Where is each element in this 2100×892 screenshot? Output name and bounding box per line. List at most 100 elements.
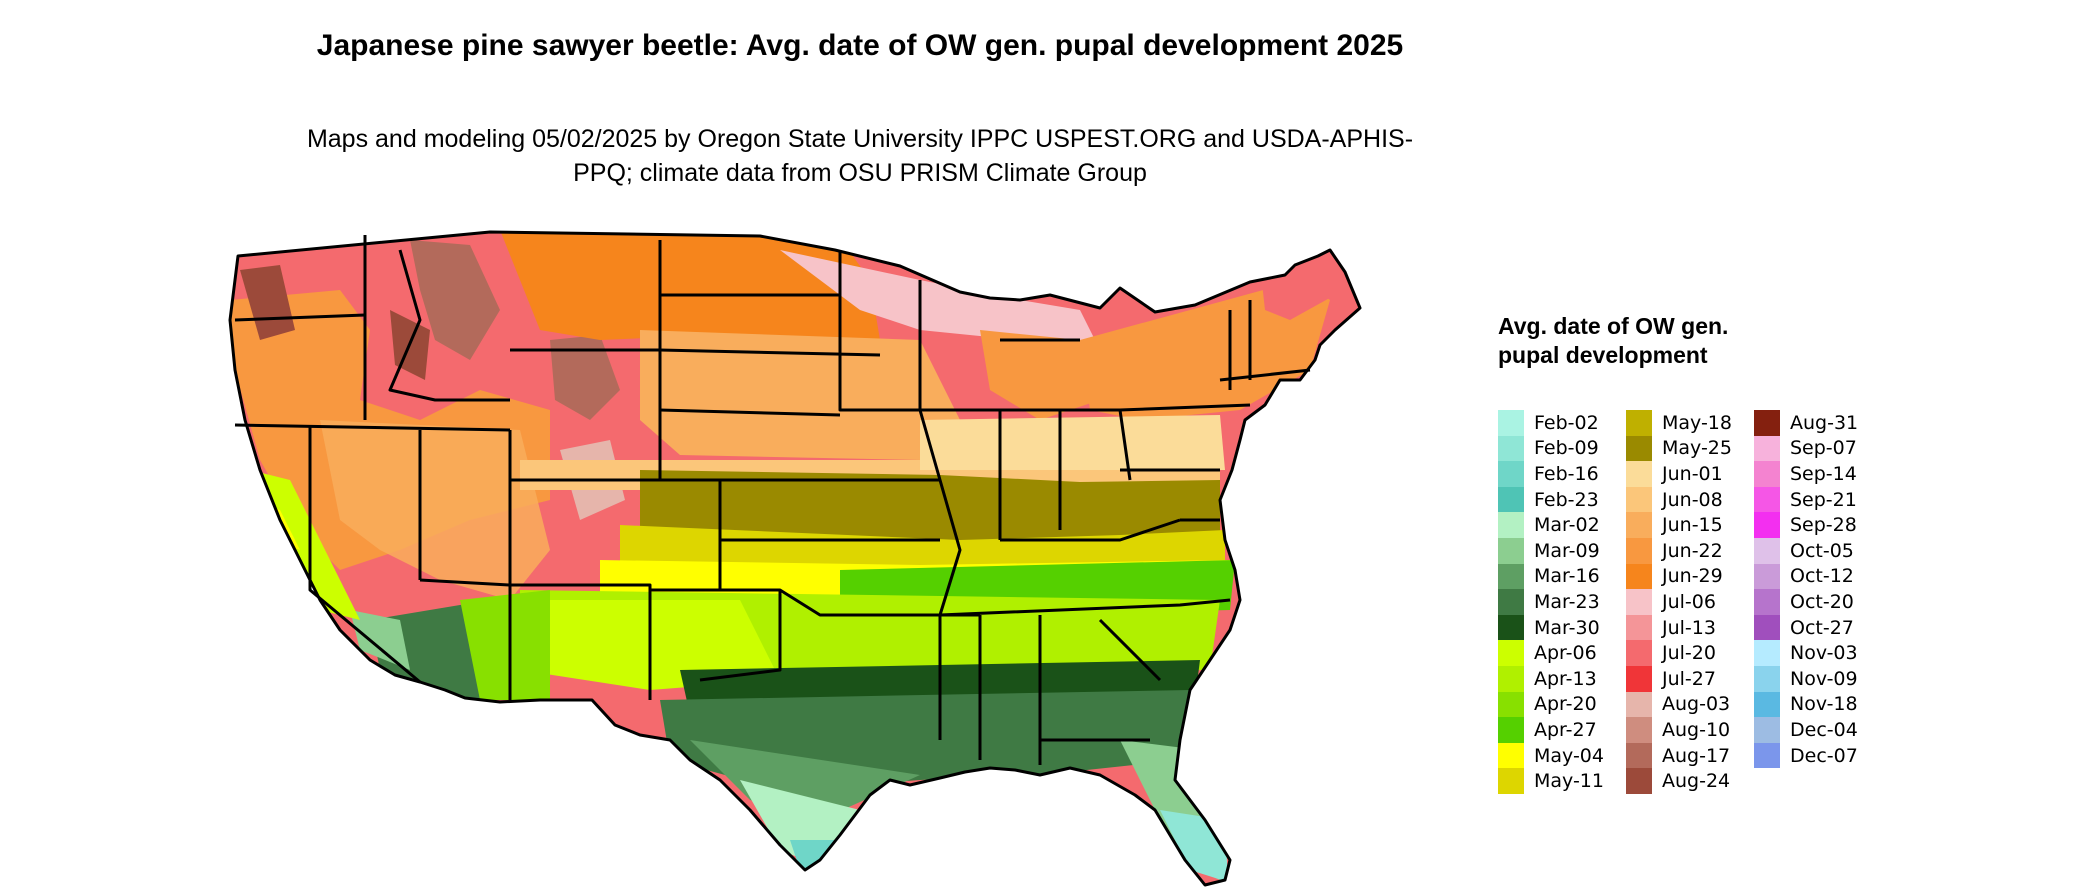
legend-label: Jul-27 — [1662, 667, 1716, 690]
legend-item: Jun-29 — [1626, 563, 1752, 590]
legend-label: Feb-02 — [1534, 411, 1599, 434]
legend-item: Nov-18 — [1754, 691, 1880, 718]
legend-swatch — [1498, 461, 1524, 487]
legend-column-1: Feb-02 Feb-09 Feb-16 Feb-23 Mar-02 Mar-09 Mar-… — [1498, 410, 1624, 794]
legend-item: Apr-20 — [1498, 691, 1624, 718]
legend-label: Feb-23 — [1534, 488, 1599, 511]
legend-swatch — [1754, 486, 1780, 513]
zone-high-peaks-5 — [240, 265, 295, 340]
legend-swatch — [1626, 665, 1652, 692]
legend-item: Feb-09 — [1498, 435, 1624, 462]
zone-northeast — [1080, 280, 1330, 420]
zone-midwest-band — [640, 470, 1220, 550]
legend-swatch — [1626, 410, 1652, 436]
legend-item: Sep-07 — [1754, 435, 1880, 462]
zone-new-mexico-lime — [460, 590, 550, 700]
legend-swatch — [1626, 461, 1652, 487]
legend-label: Jun-15 — [1662, 514, 1723, 537]
legend-swatch — [1754, 665, 1780, 692]
legend-swatch — [1626, 614, 1652, 641]
map-legend: Avg. date of OW gen. pupal development F… — [1498, 312, 2088, 794]
legend-label: Oct-27 — [1790, 616, 1854, 639]
legend-item: Oct-27 — [1754, 614, 1880, 641]
legend-item: May-25 — [1626, 435, 1752, 462]
legend-label: Jun-22 — [1662, 539, 1723, 562]
map-subtitle: Maps and modeling 05/02/2025 by Oregon S… — [306, 125, 1414, 187]
legend-swatch — [1498, 717, 1524, 743]
legend-label: Oct-12 — [1790, 565, 1854, 588]
legend-swatch — [1754, 563, 1780, 590]
legend-label: May-04 — [1534, 744, 1604, 767]
legend-item: Dec-04 — [1754, 717, 1880, 743]
legend-item: Apr-06 — [1498, 640, 1624, 666]
legend-title: Avg. date of OW gen. pupal development — [1498, 313, 1729, 368]
legend-item: Aug-31 — [1754, 410, 1880, 436]
legend-label: Sep-07 — [1790, 437, 1857, 460]
legend-label: Apr-20 — [1534, 693, 1597, 716]
legend-swatch — [1754, 410, 1780, 436]
legend-swatch — [1626, 717, 1652, 743]
legend-swatch — [1754, 691, 1780, 718]
legend-item: Feb-02 — [1498, 410, 1624, 436]
legend-item: Oct-20 — [1754, 589, 1880, 615]
legend-label: Jul-06 — [1662, 590, 1716, 613]
legend-column-3: Aug-31 Sep-07 Sep-14 Sep-21 Sep-28 Oct-05 Oct-… — [1754, 410, 1880, 769]
legend-swatch — [1498, 537, 1524, 564]
zone-great-basin — [320, 420, 550, 600]
legend-swatch — [1498, 563, 1524, 590]
legend-item: Mar-23 — [1498, 589, 1624, 615]
legend-label: Nov-09 — [1790, 667, 1858, 690]
legend-label: Apr-27 — [1534, 718, 1597, 741]
legend-item: Apr-13 — [1498, 665, 1624, 692]
zone-high-peaks-1 — [410, 240, 500, 360]
legend-label: Jul-13 — [1662, 616, 1716, 639]
us-outline — [228, 230, 1362, 887]
legend-label: Mar-23 — [1534, 590, 1600, 613]
zone-north-plains — [500, 232, 880, 340]
legend-item: Sep-21 — [1754, 486, 1880, 513]
legend-swatch — [1498, 512, 1524, 538]
legend-swatch — [1626, 537, 1652, 564]
zone-california-valley — [250, 470, 360, 620]
us-phenology-map — [228, 230, 1362, 887]
legend-label: May-25 — [1662, 437, 1732, 460]
legend-swatch — [1754, 742, 1780, 769]
legend-item: Aug-10 — [1626, 717, 1752, 743]
legend-swatch — [1626, 435, 1652, 462]
legend-label: Aug-03 — [1662, 693, 1731, 716]
legend-item: Dec-07 — [1754, 742, 1880, 769]
legend-swatch — [1626, 640, 1652, 666]
legend-label: Aug-31 — [1790, 411, 1859, 434]
legend-swatch — [1626, 589, 1652, 615]
legend-swatch — [1626, 486, 1652, 513]
legend-item: Feb-23 — [1498, 486, 1624, 513]
legend-swatch — [1626, 512, 1652, 538]
legend-swatch — [1754, 537, 1780, 564]
legend-label: Sep-21 — [1790, 488, 1857, 511]
legend-item: Aug-03 — [1626, 691, 1752, 718]
legend-label: Oct-20 — [1790, 590, 1854, 613]
legend-item: Jul-13 — [1626, 614, 1752, 641]
legend-swatch — [1754, 512, 1780, 538]
legend-label: Jun-29 — [1662, 565, 1723, 588]
legend-swatch — [1498, 665, 1524, 692]
legend-label: Feb-16 — [1534, 462, 1599, 485]
legend-swatch — [1498, 435, 1524, 462]
zone-upper-great-lakes — [780, 250, 1100, 350]
legend-label: Mar-02 — [1534, 514, 1600, 537]
legend-item: Jul-27 — [1626, 665, 1752, 692]
legend-label: Nov-18 — [1790, 693, 1858, 716]
zone-texas-lime — [500, 600, 780, 690]
legend-item: Mar-09 — [1498, 537, 1624, 564]
legend-label: Jul-20 — [1662, 642, 1716, 665]
legend-label: Mar-16 — [1534, 565, 1600, 588]
legend-item: Oct-05 — [1754, 537, 1880, 564]
legend-swatch — [1754, 435, 1780, 462]
legend-label: Aug-17 — [1662, 744, 1731, 767]
legend-item: Apr-27 — [1498, 717, 1624, 743]
state-boundaries — [228, 230, 1362, 887]
legend-item: May-04 — [1498, 742, 1624, 769]
legend-label: Apr-06 — [1534, 642, 1597, 665]
legend-swatch — [1626, 768, 1652, 794]
legend-label: Nov-03 — [1790, 642, 1858, 665]
